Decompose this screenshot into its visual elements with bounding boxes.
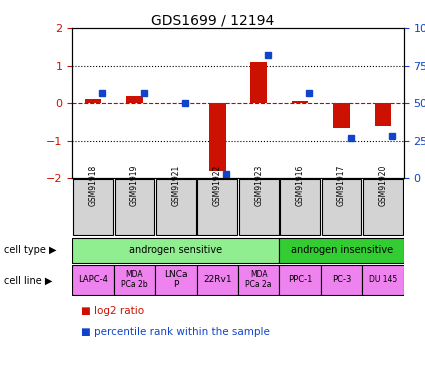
Bar [72, 238, 280, 263]
Bar [155, 266, 196, 295]
Bar [126, 96, 143, 103]
Bar [280, 179, 320, 235]
Text: GSM91917: GSM91917 [337, 165, 346, 206]
Bar [72, 266, 113, 295]
Bar [196, 266, 238, 295]
Bar [362, 266, 404, 295]
Bar [375, 103, 391, 126]
Text: DU 145: DU 145 [369, 275, 397, 284]
Text: MDA
PCa 2b: MDA PCa 2b [121, 270, 148, 290]
Text: cell type ▶: cell type ▶ [4, 245, 57, 255]
Text: LAPC-4: LAPC-4 [78, 275, 108, 284]
Bar [333, 103, 350, 128]
Bar [292, 101, 309, 103]
Bar [321, 266, 362, 295]
Bar [113, 266, 155, 295]
Bar [85, 99, 101, 103]
Text: MDA
PCa 2a: MDA PCa 2a [246, 270, 272, 290]
Text: GSM91919: GSM91919 [130, 165, 139, 206]
Bar [250, 62, 267, 103]
Text: GDS1699 / 12194: GDS1699 / 12194 [151, 13, 274, 27]
Text: LNCa
P: LNCa P [164, 270, 187, 290]
Text: GSM91923: GSM91923 [254, 165, 263, 206]
Bar [322, 179, 362, 235]
Text: GSM91921: GSM91921 [171, 165, 180, 206]
Text: ■ log2 ratio: ■ log2 ratio [81, 306, 144, 316]
Bar [280, 238, 404, 263]
Text: GSM91918: GSM91918 [88, 165, 97, 206]
Text: PPC-1: PPC-1 [288, 275, 312, 284]
Text: 22Rv1: 22Rv1 [203, 275, 232, 284]
Text: GSM91920: GSM91920 [379, 165, 388, 206]
Bar [197, 179, 237, 235]
Bar [209, 103, 226, 171]
Bar [238, 266, 280, 295]
Text: GSM91916: GSM91916 [296, 165, 305, 206]
Text: androgen insensitive: androgen insensitive [291, 245, 393, 255]
Text: androgen sensitive: androgen sensitive [129, 245, 222, 255]
Text: PC-3: PC-3 [332, 275, 351, 284]
Text: GSM91922: GSM91922 [213, 165, 222, 206]
Text: ■ percentile rank within the sample: ■ percentile rank within the sample [81, 327, 269, 337]
Bar [73, 179, 113, 235]
Bar [156, 179, 196, 235]
Bar [280, 266, 321, 295]
Bar [363, 179, 403, 235]
Bar [239, 179, 279, 235]
Bar [114, 179, 154, 235]
Text: cell line ▶: cell line ▶ [4, 275, 53, 285]
